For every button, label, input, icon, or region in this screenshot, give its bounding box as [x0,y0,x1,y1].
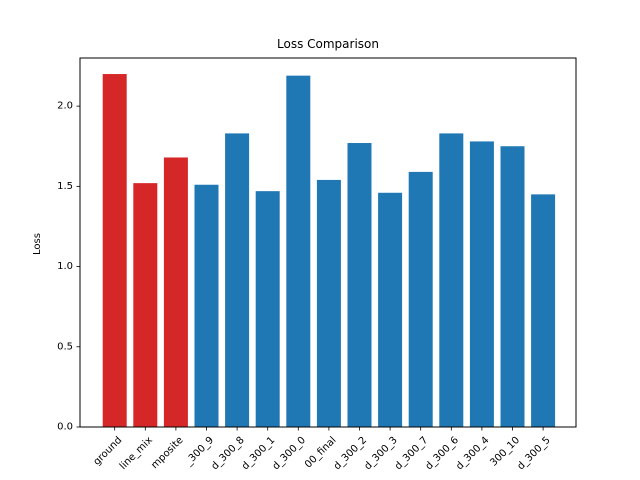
bars-group [102,74,556,428]
y-axis: 0.0 0.5 1.0 1.5 2.0 [57,101,80,433]
y-tick-label-0: 0.0 [57,422,73,433]
bar-12 [469,141,494,427]
bar-7 [316,179,341,427]
bar-6 [286,75,311,428]
bar-5 [255,191,280,427]
y-tick-label-2: 1.0 [57,261,73,272]
x-tick-label-2: mposite [149,435,185,471]
bar-9 [378,192,403,427]
bar-10 [408,171,433,427]
bar-11 [439,133,464,427]
bar-4 [225,133,250,427]
x-tick-label-14: d_300_5 [515,435,552,472]
bar-1 [133,183,158,427]
y-tick-label-3: 1.5 [57,181,73,192]
bar-0 [102,74,127,427]
x-tick-label-6: d_300_0 [271,435,308,472]
bar-8 [347,143,372,427]
y-axis-label: Loss [32,233,43,255]
chart-title: Loss Comparison [277,37,379,51]
x-axis: groundline_mixmposite_300_9d_300_8d_300_… [92,427,553,472]
x-tick-label-12: d_300_4 [454,435,491,472]
plot-frame [79,57,577,428]
bar-13 [500,146,525,428]
bar-2 [163,157,188,427]
bar-3 [194,184,219,427]
bar-14 [531,194,556,427]
x-tick-label-1: line_mix [118,435,155,472]
y-tick-label-1: 0.5 [57,341,73,352]
y-tick-label-4: 2.0 [57,101,73,112]
